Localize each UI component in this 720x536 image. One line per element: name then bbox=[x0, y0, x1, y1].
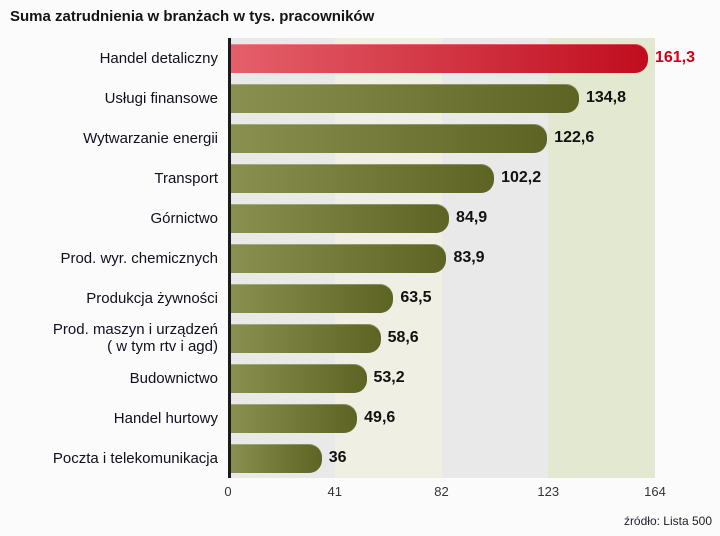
bar-row: 36 bbox=[228, 438, 655, 478]
category-labels: Handel detaliczny Usługi finansowe Wytwarz… bbox=[0, 38, 228, 478]
bar bbox=[228, 243, 447, 273]
value-label: 63,5 bbox=[400, 289, 432, 306]
tick-label: 0 bbox=[224, 484, 232, 499]
value-label: 161,3 bbox=[654, 49, 696, 66]
tick-label: 123 bbox=[537, 484, 560, 499]
bar bbox=[228, 43, 648, 73]
bar-row: 58,6 bbox=[228, 318, 655, 358]
category-label: Produkcja żywności bbox=[86, 289, 218, 307]
value-label: 83,9 bbox=[453, 249, 485, 266]
plot-area: 161,3 134,8 122,6 102,2 84,9 83,9 63,5 58,6 53,2… bbox=[228, 38, 695, 478]
tick-label: 82 bbox=[434, 484, 449, 499]
value-label: 36 bbox=[328, 449, 347, 466]
bar-chart: Handel detaliczny Usługi finansowe Wytwarz… bbox=[0, 38, 720, 478]
category-label: Wytwarzanie energii bbox=[83, 129, 218, 147]
bar bbox=[228, 323, 381, 353]
value-label: 58,6 bbox=[387, 329, 419, 346]
bar-row: 122,6 bbox=[228, 118, 655, 158]
bar bbox=[228, 403, 358, 433]
category-label: Poczta i telekomunikacja bbox=[52, 449, 218, 467]
x-axis: 0 41 82 123 164 bbox=[224, 484, 665, 502]
bar-row: 102,2 bbox=[228, 158, 655, 198]
value-label: 122,6 bbox=[554, 129, 595, 146]
bar bbox=[228, 83, 579, 113]
bar bbox=[228, 363, 367, 393]
category-label: Budownictwo bbox=[129, 369, 218, 387]
bar-row: 49,6 bbox=[228, 398, 655, 438]
bar-row: 53,2 bbox=[228, 358, 655, 398]
value-label: 84,9 bbox=[456, 209, 488, 226]
bar bbox=[228, 163, 495, 193]
bar-row: 63,5 bbox=[228, 278, 655, 318]
bar-row: 161,3 bbox=[228, 38, 695, 78]
category-label: Prod. maszyn i urządzeń ( w tym rtv i ag… bbox=[52, 321, 218, 355]
value-label: 53,2 bbox=[373, 369, 405, 386]
category-label: Prod. wyr. chemicznych bbox=[60, 249, 218, 267]
bar bbox=[228, 283, 394, 313]
category-label: Handel detaliczny bbox=[99, 49, 218, 67]
value-label: 134,8 bbox=[585, 89, 627, 106]
bar-rows: 161,3 134,8 122,6 102,2 84,9 83,9 63,5 58,6 53,2… bbox=[228, 38, 695, 478]
source-note: źródło: Lista 500 bbox=[623, 514, 712, 528]
chart-title: Suma zatrudnienia w branżach w tys. prac… bbox=[10, 8, 375, 25]
value-label: 102,2 bbox=[501, 169, 542, 186]
category-label: Handel hurtowy bbox=[113, 409, 218, 427]
bar-row: 84,9 bbox=[228, 198, 655, 238]
tick-label: 164 bbox=[644, 484, 666, 499]
category-label: Górnictwo bbox=[150, 209, 218, 227]
y-axis-line bbox=[228, 38, 231, 478]
value-label: 49,6 bbox=[364, 409, 396, 426]
tick-label: 41 bbox=[327, 484, 342, 499]
bar bbox=[228, 203, 450, 233]
bar-row: 134,8 bbox=[228, 78, 655, 118]
bar bbox=[228, 123, 548, 153]
category-label: Transport bbox=[154, 169, 218, 187]
bar-row: 83,9 bbox=[228, 238, 655, 278]
category-label: Usługi finansowe bbox=[104, 89, 218, 107]
bar bbox=[228, 443, 322, 473]
